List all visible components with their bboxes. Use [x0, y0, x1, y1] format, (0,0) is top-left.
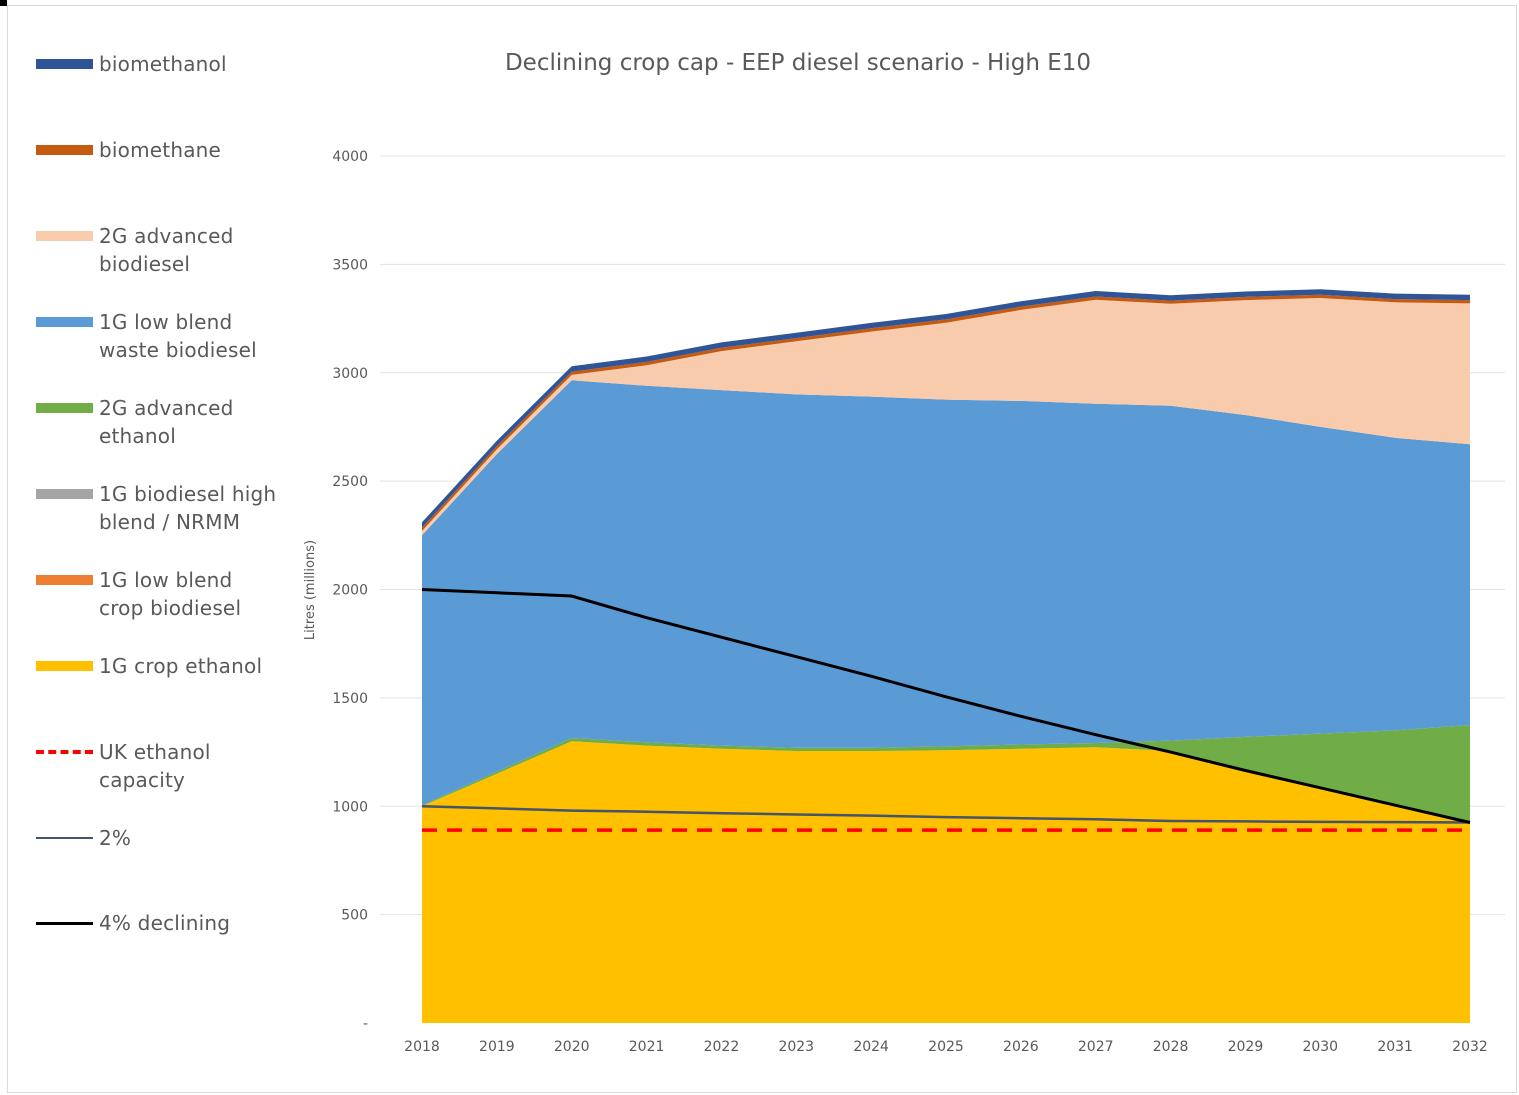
- legend-swatch: [36, 837, 93, 839]
- x-tick-label: 2031: [1377, 1039, 1413, 1055]
- legend-label: biomethanol: [99, 52, 227, 76]
- area-waste_biodiesel: [422, 380, 1470, 806]
- chart-title: Declining crop cap - EEP diesel scenario…: [505, 50, 1091, 76]
- legend-label: 1G biodiesel high blend / NRMM: [99, 482, 277, 534]
- x-tick-label: 2019: [479, 1039, 515, 1055]
- x-tick-label: 2024: [853, 1039, 889, 1055]
- legend-swatch: [36, 231, 93, 241]
- legend-swatch: [36, 317, 93, 327]
- x-tick-label: 2032: [1452, 1039, 1488, 1055]
- legend-label: 2G advanced ethanol: [99, 396, 234, 448]
- corner-mark: [0, 0, 7, 6]
- y-tick-label: 1500: [332, 691, 368, 707]
- y-tick-label: 500: [341, 908, 368, 924]
- legend-swatch: [36, 922, 93, 925]
- reference-lines: [421, 588, 1471, 832]
- x-tick-label: 2018: [404, 1039, 440, 1055]
- x-tick-label: 2025: [928, 1039, 964, 1055]
- line-two_pct: [421, 805, 1471, 824]
- y-tick-label: 2500: [332, 474, 368, 490]
- legend-label: UK ethanol capacity: [99, 740, 211, 792]
- x-tick-label: 2021: [629, 1039, 665, 1055]
- area-advanced_ethanol: [422, 725, 1470, 823]
- y-tick-label: 3000: [332, 366, 368, 382]
- y-tick-label: 1000: [332, 799, 368, 815]
- legend-label: biomethane: [99, 138, 222, 162]
- x-tick-label: 2028: [1153, 1039, 1189, 1055]
- legend-label: 1G crop ethanol: [99, 654, 263, 678]
- x-tick-label: 2023: [778, 1039, 814, 1055]
- legend-swatch: [36, 145, 93, 155]
- stacked-areas: [422, 289, 1470, 1023]
- legend-label: 1G low blend crop biodiesel: [99, 568, 242, 620]
- legend-swatch: [36, 59, 93, 69]
- legend-swatch: [36, 489, 93, 499]
- legend-swatch: [36, 575, 93, 585]
- legend: biomethanol biomethane 2G advanced biodies…: [36, 0, 286, 1095]
- x-tick-label: 2026: [1003, 1039, 1039, 1055]
- legend-label: 4% declining: [99, 911, 231, 935]
- x-tick-label: 2029: [1228, 1039, 1264, 1055]
- x-tick-label: 2022: [704, 1039, 740, 1055]
- line-four_pct_declining: [421, 588, 1471, 824]
- legend-swatch: [36, 661, 93, 671]
- legend-label: 2G advanced biodiesel: [99, 224, 234, 276]
- legend-swatch: [36, 403, 93, 413]
- y-tick-label: -: [363, 1016, 368, 1032]
- y-tick-label: 2000: [332, 583, 368, 599]
- x-tick-label: 2020: [554, 1039, 590, 1055]
- legend-swatch: [36, 750, 93, 754]
- y-tick-label: 3500: [332, 257, 368, 273]
- y-tick-label: 4000: [332, 149, 368, 165]
- x-axis-ticks: 2018 2019 2020 2021 2022 2023 2024 2025 2026 2027…: [404, 1039, 1488, 1055]
- y-axis-ticks: - 500 1000 1500 2000 2500 3000 3500 4000: [332, 149, 368, 1032]
- x-tick-label: 2030: [1302, 1039, 1338, 1055]
- legend-label: 2%: [99, 826, 132, 850]
- area-advanced_biodiesel: [422, 298, 1470, 536]
- x-tick-label: 2027: [1078, 1039, 1114, 1055]
- y-axis-label: Litres (millions): [303, 540, 318, 640]
- legend-label: 1G low blend waste biodiesel: [99, 310, 257, 362]
